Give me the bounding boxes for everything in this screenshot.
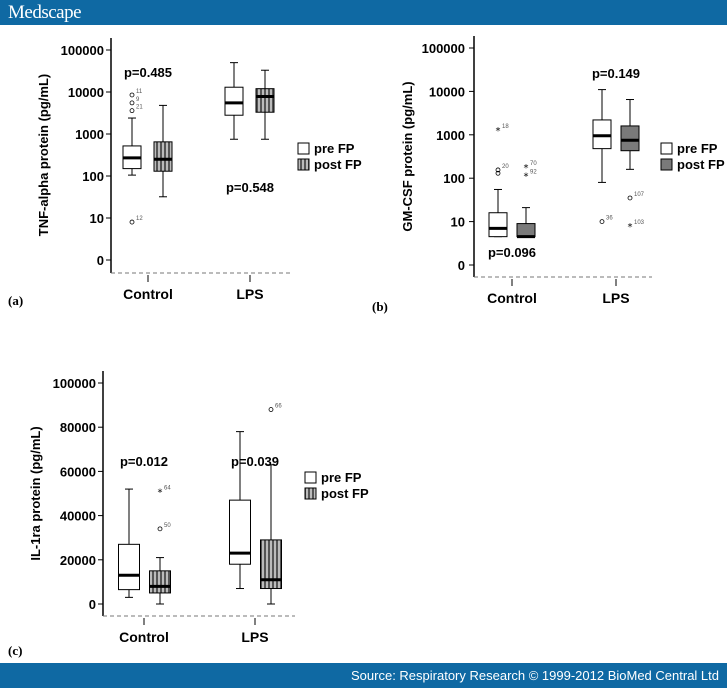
- y-tick-label: 1000: [75, 127, 104, 142]
- y-tick-label: 80000: [60, 420, 96, 435]
- outlier-label: 50: [164, 523, 171, 529]
- y-axis-label: GM-CSF protein (pg/mL): [400, 81, 415, 231]
- p-value-label: p=0.039: [231, 454, 279, 469]
- box-post-fp: [153, 141, 173, 172]
- legend-label-post: post FP: [314, 157, 362, 172]
- y-tick-label: 10: [90, 211, 104, 226]
- box-pre-fp: [118, 543, 140, 591]
- y-tick-label: 100: [82, 169, 104, 184]
- p-value-label: p=0.149: [592, 66, 640, 81]
- outlier-point: [268, 407, 274, 412]
- footer-bar: Source: Respiratory Research © 1999-2012…: [0, 663, 727, 688]
- box-pre-fp: [488, 212, 508, 238]
- medscape-logo: Medscape: [8, 2, 82, 23]
- extreme-point: *: [158, 487, 163, 498]
- legend-label-pre: pre FP: [321, 470, 362, 485]
- outlier-label: 64: [164, 485, 171, 491]
- box-post-fp: [149, 570, 171, 594]
- legend-swatch-post: [304, 487, 317, 500]
- y-tick-label: 100000: [61, 43, 104, 58]
- panel-label: (a): [8, 293, 23, 308]
- legend-label-post: post FP: [321, 486, 369, 501]
- legend-swatch-pre: [660, 142, 673, 155]
- outlier-label: 12: [136, 216, 143, 222]
- outlier-point: [157, 526, 163, 532]
- x-tick-label: Control: [487, 290, 537, 306]
- outlier-label: 70: [530, 161, 537, 167]
- x-tick-label: LPS: [241, 629, 268, 645]
- y-tick-label: 100000: [53, 376, 96, 391]
- legend-swatch-post: [297, 158, 310, 171]
- outlier-point: [495, 167, 501, 173]
- extreme-point: *: [524, 172, 529, 183]
- y-tick-label: 10000: [429, 84, 465, 99]
- outlier-point: [129, 219, 135, 225]
- outlier-label: 9: [136, 97, 140, 103]
- y-axis-label: IL-1ra protein (pg/mL): [28, 426, 43, 560]
- y-tick-label: 10: [451, 215, 465, 230]
- box-post-fp: [255, 88, 275, 113]
- outlier-label: 18: [502, 124, 509, 130]
- outlier-label: 21: [136, 105, 143, 111]
- x-tick-label: Control: [119, 629, 169, 645]
- box-post-fp: [516, 223, 536, 238]
- box-pre-fp: [224, 86, 244, 116]
- outlier-point: [129, 108, 135, 114]
- x-tick-label: LPS: [236, 286, 263, 302]
- header-bar: Medscape: [0, 0, 727, 25]
- extreme-point: *: [524, 163, 529, 174]
- y-tick-label: 20000: [60, 553, 96, 568]
- x-tick-label: LPS: [602, 290, 629, 306]
- y-tick-label: 40000: [60, 509, 96, 524]
- legend-swatch-pre: [297, 142, 310, 155]
- extreme-point: *: [496, 126, 501, 137]
- legend-label-pre: pre FP: [677, 141, 718, 156]
- legend-label-post: post FP: [677, 157, 725, 172]
- outlier-point: [495, 170, 501, 176]
- x-tick-label: Control: [123, 286, 173, 302]
- panel-label: (c): [8, 643, 22, 658]
- outlier-point: [599, 219, 605, 225]
- outlier-label: 66: [275, 404, 282, 410]
- y-tick-label: 100: [443, 171, 465, 186]
- y-tick-label: 0: [97, 253, 104, 268]
- outlier-label: 107: [634, 192, 645, 198]
- box-post-fp: [620, 125, 640, 152]
- y-tick-label: 100000: [422, 41, 465, 56]
- outlier-point: [129, 100, 135, 106]
- outlier-label: 103: [634, 220, 645, 226]
- box-pre-fp: [229, 499, 251, 565]
- outlier-label: 92: [530, 170, 537, 176]
- y-tick-label: 1000: [436, 128, 465, 143]
- outlier-label: 36: [606, 216, 613, 222]
- y-tick-label: 0: [89, 597, 96, 612]
- y-axis-label: TNF-alpha protein (pg/mL): [36, 74, 51, 236]
- p-value-label: p=0.548: [226, 180, 274, 195]
- outlier-label: 20: [502, 164, 509, 170]
- panel-label: (b): [372, 299, 388, 314]
- p-value-label: p=0.485: [124, 65, 172, 80]
- legend-swatch-pre: [304, 471, 317, 484]
- outlier-point: [627, 195, 633, 201]
- legend-swatch-post: [660, 158, 673, 171]
- y-tick-label: 60000: [60, 464, 96, 479]
- y-tick-label: 10000: [68, 85, 104, 100]
- p-value-label: p=0.096: [488, 245, 536, 260]
- source-credit: Source: Respiratory Research © 1999-2012…: [351, 668, 719, 683]
- y-tick-label: 0: [458, 258, 465, 273]
- legend-label-pre: pre FP: [314, 141, 355, 156]
- outlier-point: [129, 92, 135, 98]
- box-post-fp: [260, 539, 282, 590]
- outlier-label: 11: [136, 89, 143, 95]
- p-value-label: p=0.012: [120, 454, 168, 469]
- extreme-point: *: [628, 222, 633, 233]
